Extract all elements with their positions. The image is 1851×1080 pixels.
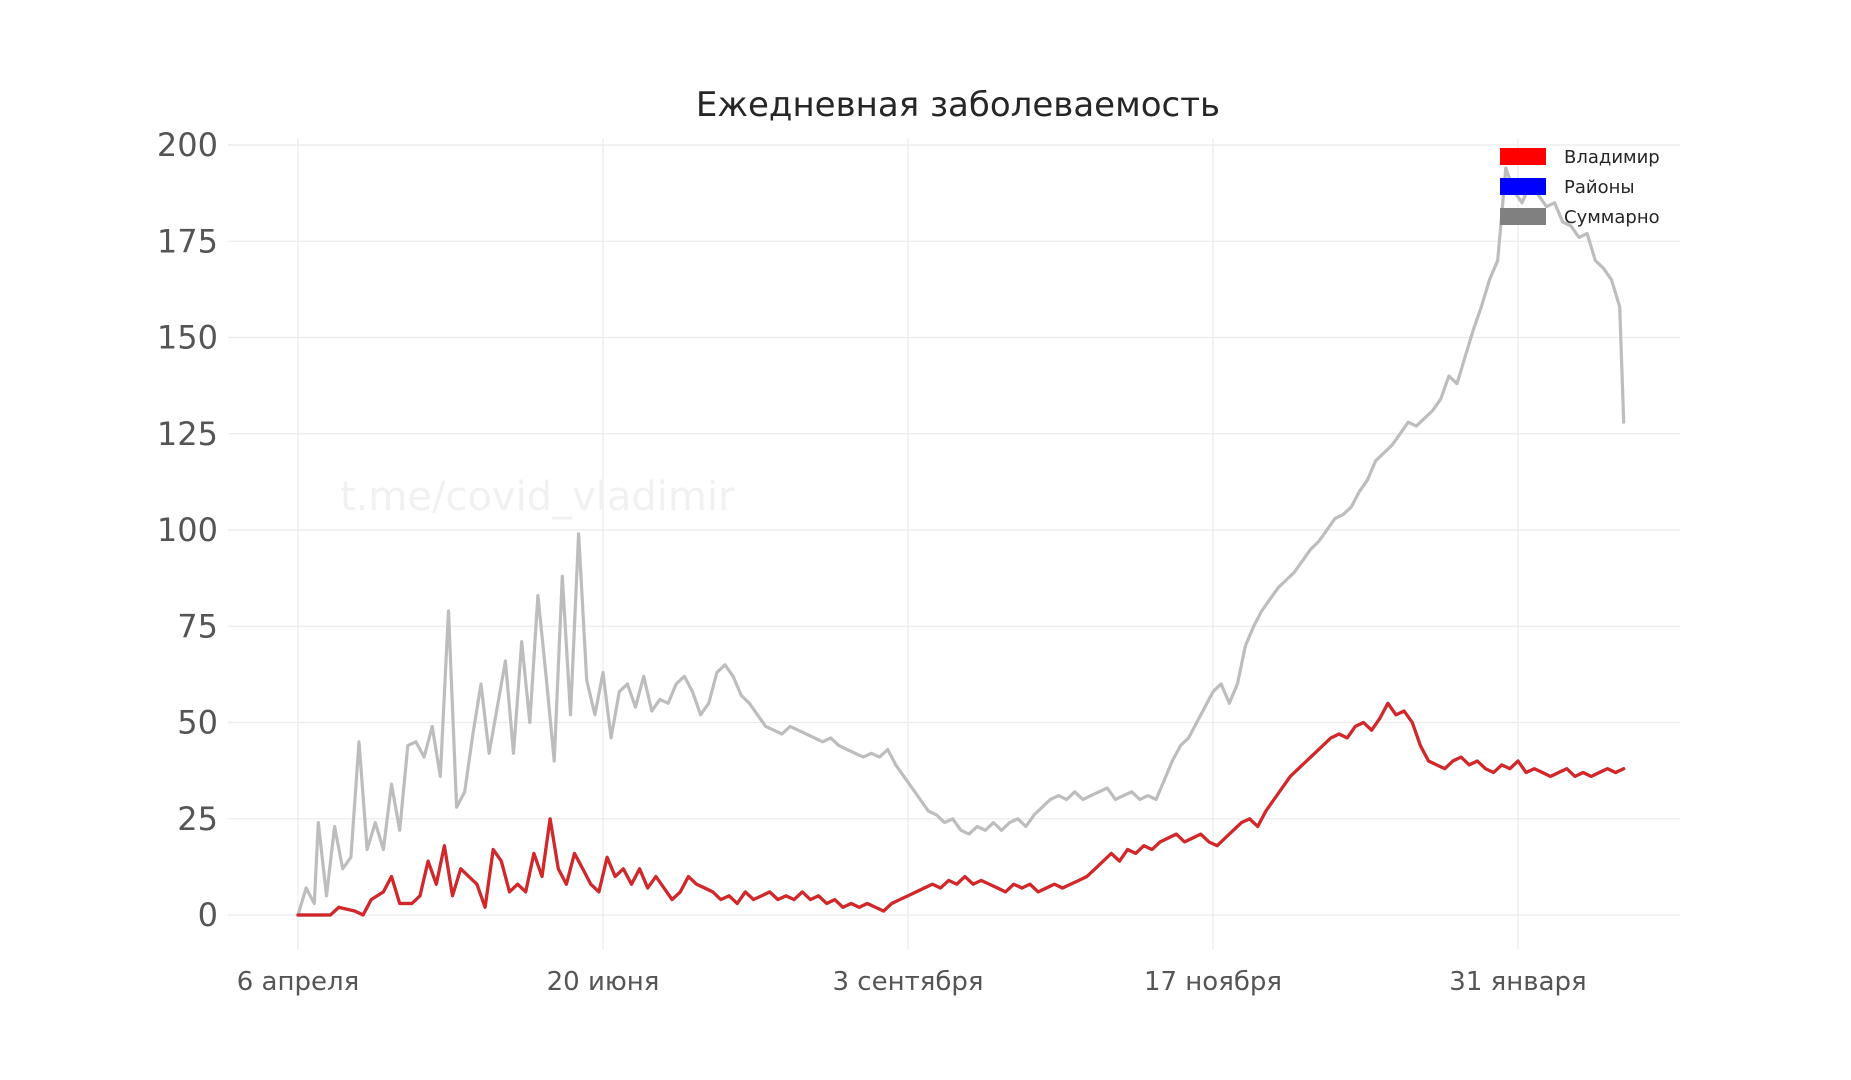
y-tick-label: 150 (157, 319, 218, 357)
grid-lines (228, 138, 1680, 950)
y-tick-label: 100 (157, 511, 218, 549)
legend-label: Суммарно (1564, 207, 1660, 228)
y-tick-label: 75 (177, 607, 218, 645)
series-lines (296, 166, 1626, 917)
x-tick-label: 31 января (1449, 967, 1586, 997)
series-line-0 (296, 701, 1626, 917)
y-tick-label: 0 (198, 896, 218, 934)
y-tick-label: 125 (157, 415, 218, 453)
y-tick-label: 175 (157, 222, 218, 260)
series-line-1 (296, 701, 1626, 917)
x-axis-ticks: 6 апреля 20 июня 3 сентября 17 ноября 31 янв… (237, 967, 1587, 997)
y-tick-label: 25 (177, 800, 218, 838)
watermark: t.me/covid_vladimir (340, 474, 735, 520)
legend-label: Владимир (1564, 147, 1660, 168)
legend-swatch (1500, 178, 1546, 195)
x-tick-label: 6 апреля (237, 967, 360, 997)
legend: Владимир Районы Суммарно (1500, 147, 1660, 228)
legend-swatch (1500, 208, 1546, 225)
x-tick-label: 17 ноября (1144, 967, 1282, 997)
x-tick-label: 20 июня (547, 967, 660, 997)
x-tick-label: 3 сентября (832, 967, 983, 997)
chart-title: Ежедневная заболеваемость (696, 85, 1220, 125)
y-tick-label: 50 (177, 704, 218, 742)
legend-swatch (1500, 148, 1546, 165)
series-line-2 (296, 166, 1626, 917)
y-axis-ticks: 0 25 50 75 100 125 150 175 200 (157, 126, 218, 934)
legend-label: Районы (1564, 177, 1635, 198)
y-tick-label: 200 (157, 126, 218, 164)
